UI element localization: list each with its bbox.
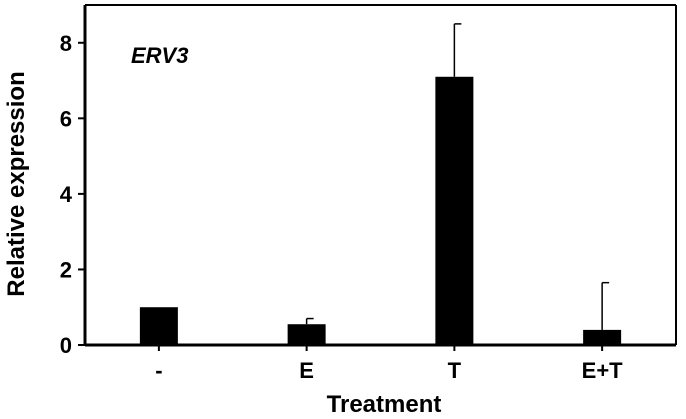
chart-error-bars: [305, 23, 610, 330]
x-tick-label: T: [448, 358, 462, 383]
bar-3: [583, 329, 622, 345]
bar-2: [435, 76, 474, 346]
y-tick-label: 0: [60, 333, 72, 358]
y-tick-label: 6: [60, 106, 72, 131]
chart-annotation: ERV3: [131, 43, 188, 68]
chart-ticks: 0 2 4 6 8 - E T E+T: [60, 31, 623, 383]
chart-bars: [139, 76, 622, 346]
x-axis-title: Treatment: [327, 391, 442, 418]
y-axis-title: Relative expression: [3, 71, 30, 296]
bar-0: [139, 307, 178, 345]
chart-axes: [83, 4, 677, 347]
y-tick-label: 2: [60, 257, 72, 282]
y-tick-label: 8: [60, 31, 72, 56]
x-tick-label: -: [155, 358, 162, 383]
x-tick-label: E: [299, 358, 314, 383]
x-tick-label: E+T: [582, 358, 624, 383]
y-tick-label: 4: [60, 182, 73, 207]
bar-1: [287, 324, 326, 345]
